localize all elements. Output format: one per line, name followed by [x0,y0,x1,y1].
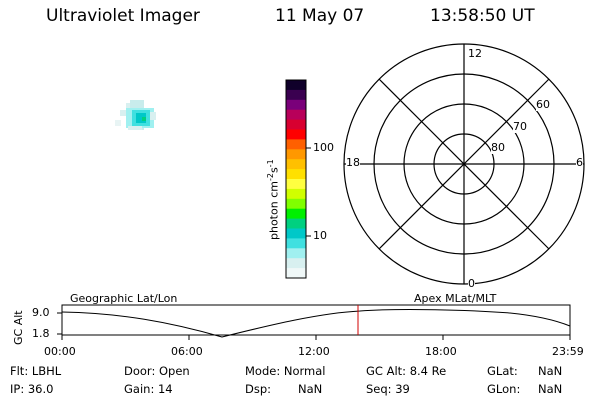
colorbar-segment [286,198,306,210]
colorbar-segment [286,258,306,269]
orbit-ylabel: GC Alt [12,310,25,345]
polar-diagonal [378,78,550,250]
mlt-label-0: 0 [468,277,475,290]
mlt-label-12: 12 [468,47,482,60]
glon-value: NaN [538,382,563,396]
glat-label: GLat: [487,364,518,378]
orbit-xtick-label: 18:00 [425,345,457,358]
colorbar-segment [286,238,306,249]
colorbar-segment [286,89,306,101]
orbit-xticks [61,335,571,340]
orbit-ytick-top: 9.0 [32,306,50,319]
lat-label-80: 80 [491,141,505,154]
colorbar-segment [286,248,306,259]
colorbar-segment [286,179,306,190]
gain-status: Gain: 14 [124,382,173,396]
aurora-image [115,100,156,130]
mlt-label-18: 18 [346,156,360,169]
orbit-ytick-bottom: 1.8 [32,327,50,340]
colorbar-segment [286,268,306,279]
colorbar-segment [286,99,306,111]
orbit-plot-frame [61,304,571,336]
colorbar-segment [286,218,306,229]
filter-status: Flt: LBHL [10,364,62,378]
image-date: 11 May 07 [275,6,365,26]
glon-label: GLon: [487,382,521,396]
colorbar-segment [286,80,306,91]
orbit-altitude-curve [61,309,571,338]
colorbar-unit-label: photon cm-2s-1 [266,159,281,240]
mlt-label-6: 6 [576,156,583,169]
colorbar-tick-100: 100 [313,141,334,154]
gc-alt-status: GC Alt: 8.4 Re [366,364,447,378]
colorbar-segment [286,228,306,239]
orbit-title-geographic: Geographic Lat/Lon [70,292,178,305]
orbit-xtick-label: 06:00 [171,345,203,358]
orbit-xtick-label: 23:59 [552,345,584,358]
colorbar [286,80,306,279]
orbit-xtick-label: 12:00 [298,345,330,358]
orbit-xtick-label: 00:00 [44,345,76,358]
lat-label-60: 60 [536,98,550,111]
dsp-label: Dsp: [245,382,272,396]
dsp-value: NaN [298,382,323,396]
polar-plot [343,43,585,285]
colorbar-segment [286,188,306,200]
colorbar-segment [286,139,306,150]
colorbar-segment [286,119,306,130]
seq-status: Seq: 39 [366,382,410,396]
colorbar-segment [286,169,306,180]
door-status: Door: Open [124,364,190,378]
instrument-title: Ultraviolet Imager [46,6,200,26]
colorbar-segment [286,109,306,121]
colorbar-frame [285,79,307,279]
mode-status: Mode: Normal [245,364,326,378]
colorbar-segment [286,208,306,220]
colorbar-tick-10: 10 [313,229,327,242]
lat-label-70: 70 [513,120,527,133]
orbit-title-apex: Apex MLat/MLT [414,292,497,305]
ip-status: IP: 36.0 [10,382,54,396]
colorbar-segment [286,129,306,140]
colorbar-segment [286,149,306,160]
image-time: 13:58:50 UT [430,6,535,26]
colorbar-segment [286,159,306,170]
glat-value: NaN [538,364,563,378]
